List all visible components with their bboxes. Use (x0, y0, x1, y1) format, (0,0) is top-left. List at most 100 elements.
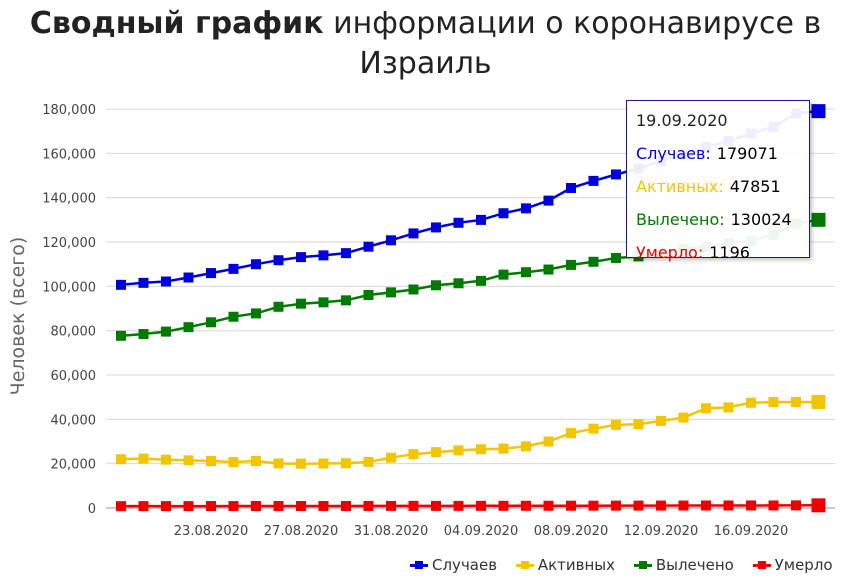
tooltip-row-recovered: Вылечено: 130024 (636, 206, 809, 239)
data-point-0-21 (588, 175, 599, 186)
legend-swatch-active (515, 561, 534, 569)
legend-label-cases: Случаев (432, 556, 498, 574)
data-point-3-0 (116, 501, 126, 512)
data-point-2-4 (206, 317, 216, 328)
data-point-2-10 (341, 295, 351, 306)
series-line-3 (120, 504, 819, 508)
data-point-3-10 (341, 500, 351, 511)
tooltip-label-cases: Случаев: (636, 144, 711, 163)
data-point-0-0 (116, 279, 126, 290)
data-point-3-18 (521, 500, 531, 511)
data-point-1-5 (228, 457, 239, 468)
data-point-0-9 (318, 250, 329, 261)
data-point-0-20 (566, 182, 576, 193)
data-point-0-8 (296, 252, 306, 263)
y-tick-label: 20,000 (51, 458, 97, 473)
data-point-1-25 (678, 412, 689, 423)
data-point-3-19 (543, 500, 554, 511)
data-point-3-15 (453, 500, 464, 511)
y-tick-label: 0 (88, 502, 96, 517)
y-tick-label: 120,000 (42, 236, 96, 251)
data-point-1-27 (723, 402, 734, 413)
data-point-2-17 (498, 269, 509, 280)
data-point-3-21 (588, 500, 599, 511)
legend-label-recovered: Вылечено (655, 556, 734, 574)
data-point-2-22 (611, 253, 621, 264)
data-point-3-30 (791, 500, 801, 511)
data-point-0-14 (431, 222, 441, 233)
legend-swatch-cases (410, 561, 428, 569)
data-point-3-4 (206, 501, 216, 512)
data-point-3-11 (363, 500, 374, 511)
data-point-0-5 (228, 263, 239, 274)
data-point-3-23 (633, 500, 644, 511)
data-point-0-12 (386, 235, 396, 246)
data-point-1-20 (566, 428, 576, 439)
data-point-1-6 (251, 456, 261, 467)
data-point-0-10 (341, 248, 351, 259)
data-point-2-19 (543, 264, 554, 275)
y-tick-label: 80,000 (51, 325, 97, 340)
data-point-3-31 (811, 498, 826, 513)
data-point-1-10 (341, 458, 351, 469)
data-point-2-12 (386, 287, 396, 298)
data-point-1-31 (811, 394, 826, 409)
data-point-1-30 (791, 396, 801, 407)
chart-title-rest: информации о коронавирусе в Израиль (333, 6, 822, 81)
x-tick-label: 08.09.2020 (534, 524, 608, 539)
tooltip-value-active: 47851 (729, 177, 781, 196)
data-point-1-14 (431, 447, 441, 458)
data-point-2-7 (273, 301, 284, 312)
data-point-0-11 (363, 241, 374, 252)
tooltip-row-deaths: Умерло: 1196 (636, 239, 809, 272)
data-point-3-22 (611, 500, 621, 511)
data-point-1-4 (206, 456, 216, 467)
y-tick-label: 140,000 (42, 192, 96, 207)
data-point-3-1 (138, 501, 149, 512)
data-point-0-17 (498, 208, 509, 219)
data-point-1-8 (296, 458, 306, 469)
chart-title-bold: Сводный график (29, 6, 324, 41)
x-tick-label: 04.09.2020 (444, 524, 518, 539)
tooltip-label-recovered: Вылечено: (636, 210, 725, 229)
data-point-3-8 (296, 500, 306, 511)
tooltip-label-deaths: Умерло: (636, 243, 704, 262)
x-tick-label: 23.08.2020 (174, 524, 248, 539)
data-point-1-1 (138, 453, 149, 464)
data-point-3-28 (746, 500, 756, 511)
data-point-3-27 (723, 500, 734, 511)
data-point-2-2 (161, 326, 171, 337)
data-point-2-11 (363, 290, 374, 301)
data-point-2-3 (183, 322, 194, 333)
data-point-2-13 (408, 284, 419, 295)
data-point-2-8 (296, 298, 306, 309)
legend-item-active[interactable]: Активных (515, 556, 616, 574)
data-point-3-29 (768, 500, 779, 511)
data-point-2-21 (588, 256, 599, 267)
data-point-3-7 (273, 501, 284, 512)
y-tick-label: 60,000 (51, 369, 97, 384)
data-point-1-2 (161, 454, 171, 465)
data-point-1-28 (746, 397, 756, 408)
chart-legend: Случаев Активных Вылечено Умерло (410, 556, 833, 576)
legend-item-cases[interactable]: Случаев (410, 556, 497, 574)
data-point-0-3 (183, 272, 194, 283)
data-point-1-9 (318, 458, 329, 469)
data-point-3-3 (183, 501, 194, 512)
data-point-2-31 (811, 212, 826, 227)
tooltip-row-cases: Случаев: 179071 (636, 140, 809, 173)
data-point-2-14 (431, 280, 441, 291)
x-tick-label: 27.08.2020 (264, 524, 338, 539)
legend-item-recovered[interactable]: Вылечено (633, 556, 734, 574)
data-point-0-15 (453, 217, 464, 228)
legend-label-deaths: Умерло (774, 556, 833, 574)
data-point-3-13 (408, 500, 419, 511)
x-tick-label: 12.09.2020 (624, 524, 698, 539)
data-point-3-5 (228, 501, 239, 512)
legend-item-deaths[interactable]: Умерло (752, 556, 833, 574)
data-point-0-31 (811, 104, 826, 119)
data-point-1-19 (543, 436, 554, 447)
legend-label-active: Активных (537, 556, 616, 574)
data-point-1-24 (656, 415, 666, 426)
